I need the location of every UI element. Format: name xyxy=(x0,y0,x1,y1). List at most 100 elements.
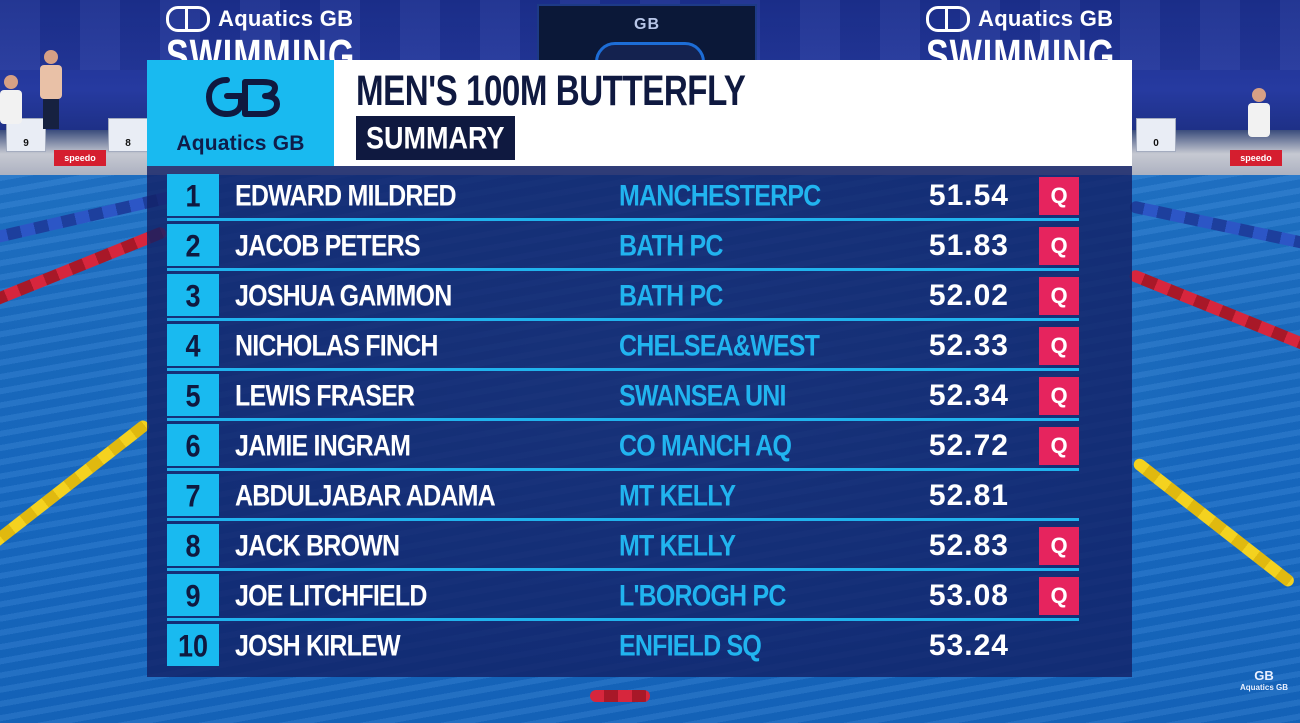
rank-badge: 7 xyxy=(167,474,219,516)
rank-badge: 4 xyxy=(167,324,219,366)
club-name: ENFIELD SQ xyxy=(619,629,762,663)
aquatics-gb-logo: Aquatics GB xyxy=(147,60,334,166)
rank-number: 2 xyxy=(185,228,201,264)
qualified-badge: Q xyxy=(1039,177,1079,215)
results-table: 1 EDWARD MILDRED MANCHESTERPC 51.54 Q 2 JACOB … xyxy=(147,166,1132,677)
event-subtitle: SUMMARY xyxy=(366,120,505,156)
event-subtitle-chip: SUMMARY xyxy=(356,116,515,160)
rank-number: 9 xyxy=(185,578,201,614)
row-divider xyxy=(167,368,1079,371)
qualified-badge: Q xyxy=(1039,327,1079,365)
corner-logo-text: Aquatics GB xyxy=(1239,683,1288,692)
swimmer-name: ABDULJABAR ADAMA xyxy=(235,479,496,513)
rank-badge: 10 xyxy=(167,624,219,666)
result-row: 9 JOE LITCHFIELD L'BOROGH PC 53.08 Q xyxy=(167,574,1079,621)
row-divider xyxy=(167,418,1079,421)
rank-number: 5 xyxy=(185,378,201,414)
lane-rope xyxy=(590,690,650,702)
rank-badge: 1 xyxy=(167,174,219,216)
qualified-badge: Q xyxy=(1039,577,1079,615)
rank-number: 4 xyxy=(185,328,201,364)
qualified-badge: Q xyxy=(1039,277,1079,315)
rank-badge: 3 xyxy=(167,274,219,316)
result-row: 1 EDWARD MILDRED MANCHESTERPC 51.54 Q xyxy=(167,174,1079,221)
finish-time: 51.83 xyxy=(928,229,1009,262)
club-name: BATH PC xyxy=(619,279,723,313)
club-name: MANCHESTERPC xyxy=(619,179,821,213)
rank-badge: 5 xyxy=(167,374,219,416)
swimmer-name: JACK BROWN xyxy=(235,529,400,563)
gb-logo-icon xyxy=(166,6,210,32)
swimmer-name: JAMIE INGRAM xyxy=(235,429,411,463)
rank-number: 8 xyxy=(185,528,201,564)
row-divider xyxy=(167,568,1079,571)
result-row: 5 LEWIS FRASER SWANSEA UNI 52.34 Q xyxy=(167,374,1079,421)
corner-logo-mark: GB xyxy=(1254,668,1274,683)
qualified-badge: Q xyxy=(1039,377,1079,415)
rank-number: 3 xyxy=(185,278,201,314)
rank-badge: 6 xyxy=(167,424,219,466)
finish-time: 52.33 xyxy=(928,329,1009,362)
qualified-badge: Q xyxy=(1039,527,1079,565)
title-area: MEN'S 100M BUTTERFLY SUMMARY xyxy=(334,60,1132,166)
club-name: MT KELLY xyxy=(619,529,736,563)
finish-time: 52.72 xyxy=(928,429,1009,462)
rank-number: 10 xyxy=(177,628,209,664)
result-row: 3 JOSHUA GAMMON BATH PC 52.02 Q xyxy=(167,274,1079,321)
result-row: 4 NICHOLAS FINCH CHELSEA&WEST 52.33 Q xyxy=(167,324,1079,371)
swimmer-name: JOSH KIRLEW xyxy=(235,629,401,663)
starting-block: 8 xyxy=(108,118,148,152)
club-name: MT KELLY xyxy=(619,479,736,513)
arena-brand-left: Aquatics GB SWIMMING xyxy=(166,6,355,78)
qualified-badge: Q xyxy=(1039,427,1079,465)
arena-brand-left-text: Aquatics GB xyxy=(218,6,354,31)
rank-badge: 9 xyxy=(167,574,219,616)
official-figure xyxy=(0,75,22,124)
result-row: 6 JAMIE INGRAM CO MANCH AQ 52.72 Q xyxy=(167,424,1079,471)
row-divider xyxy=(167,518,1079,521)
club-name: CHELSEA&WEST xyxy=(619,329,820,363)
gb-logo-icon xyxy=(205,77,280,118)
qualified-badge: Q xyxy=(1039,227,1079,265)
sponsor-board: speedo xyxy=(1230,150,1282,166)
result-row: 2 JACOB PETERS BATH PC 51.83 Q xyxy=(167,224,1079,271)
results-graphic: Aquatics GB MEN'S 100M BUTTERFLY SUMMARY… xyxy=(147,60,1132,677)
swimmer-name: EDWARD MILDRED xyxy=(235,179,457,213)
starting-block: 0 xyxy=(1136,118,1176,152)
club-name: SWANSEA UNI xyxy=(619,379,786,413)
row-divider xyxy=(167,618,1079,621)
finish-time: 51.54 xyxy=(928,179,1009,212)
row-divider xyxy=(167,268,1079,271)
club-name: BATH PC xyxy=(619,229,723,263)
row-divider xyxy=(167,218,1079,221)
rank-badge: 2 xyxy=(167,224,219,266)
finish-time: 52.81 xyxy=(928,479,1009,512)
finish-time: 53.24 xyxy=(928,629,1009,662)
arena-brand-right-text: Aquatics GB xyxy=(978,6,1114,31)
rank-badge: 8 xyxy=(167,524,219,566)
swimmer-name: JOE LITCHFIELD xyxy=(235,579,427,613)
broadcast-corner-logo: GB Aquatics GB xyxy=(1238,668,1290,692)
club-name: L'BOROGH PC xyxy=(619,579,786,613)
arena-brand-right: Aquatics GB SWIMMING xyxy=(926,6,1115,78)
row-divider xyxy=(167,318,1079,321)
finish-time: 52.34 xyxy=(928,379,1009,412)
gb-logo-icon xyxy=(926,6,970,32)
rank-number: 6 xyxy=(185,428,201,464)
swimmer-figure xyxy=(40,50,62,129)
result-row: 10 JOSH KIRLEW ENFIELD SQ 53.24 xyxy=(167,624,1079,668)
finish-time: 52.02 xyxy=(928,279,1009,312)
finish-time: 53.08 xyxy=(928,579,1009,612)
result-row: 8 JACK BROWN MT KELLY 52.83 Q xyxy=(167,524,1079,571)
swimmer-name: NICHOLAS FINCH xyxy=(235,329,438,363)
official-figure xyxy=(1248,88,1270,137)
finish-time: 52.83 xyxy=(928,529,1009,562)
swimmer-name: JACOB PETERS xyxy=(235,229,421,263)
result-row: 7 ABDULJABAR ADAMA MT KELLY 52.81 xyxy=(167,474,1079,521)
row-divider xyxy=(167,468,1079,471)
rank-number: 1 xyxy=(185,178,201,214)
screen-logo: GB xyxy=(634,16,660,33)
event-title: MEN'S 100M BUTTERFLY xyxy=(356,66,746,115)
logo-text: Aquatics GB xyxy=(176,132,305,155)
rank-number: 7 xyxy=(185,478,201,514)
